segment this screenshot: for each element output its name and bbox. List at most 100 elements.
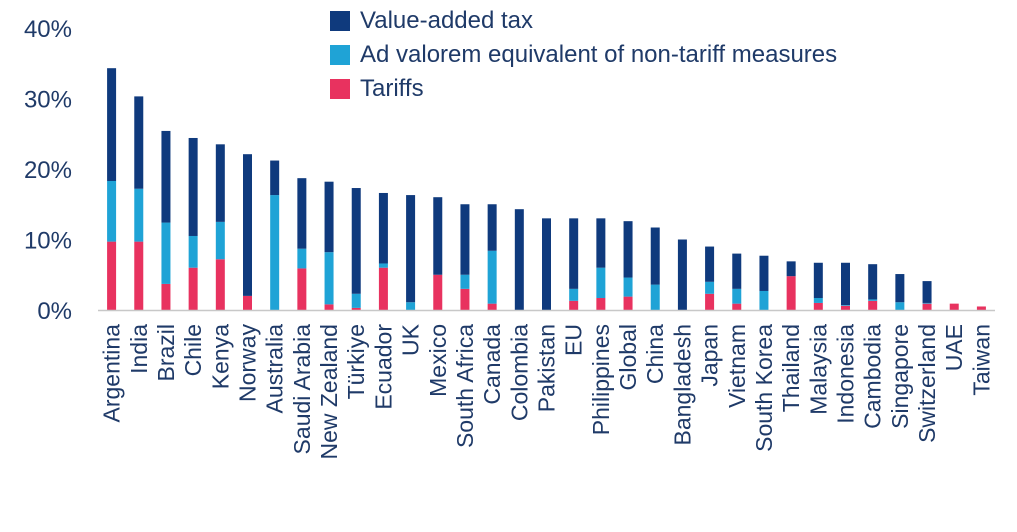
x-tick-label: Norway xyxy=(235,324,261,402)
x-tick-label: Canada xyxy=(479,324,505,405)
bars xyxy=(107,68,986,310)
bar-segment xyxy=(297,268,307,310)
bar-segment xyxy=(868,300,878,310)
y-tick-label: 10% xyxy=(24,228,72,255)
bar-segment xyxy=(732,303,742,310)
bar-segment xyxy=(813,298,823,303)
x-tick-label: Saudi Arabia xyxy=(289,324,315,455)
legend-item-ntm: Ad valorem equivalent of non-tariff meas… xyxy=(330,38,837,72)
bar-segment xyxy=(107,180,117,242)
x-tick-label: Global xyxy=(615,324,641,390)
bar-segment xyxy=(841,305,850,310)
bar-segment xyxy=(976,306,986,310)
bar-segment xyxy=(677,239,687,310)
bar-segment xyxy=(623,296,633,310)
x-tick-label: UK xyxy=(398,323,424,356)
bar-segment xyxy=(243,154,252,296)
bar-segment xyxy=(596,298,606,310)
bar-segment xyxy=(487,303,497,310)
bar-segment xyxy=(134,188,144,242)
x-tick-label: Vietnam xyxy=(724,324,750,408)
bar-segment xyxy=(786,276,796,310)
bar-segment xyxy=(297,248,307,269)
bar-segment xyxy=(922,281,932,303)
bar-segment xyxy=(895,302,905,310)
bar-segment xyxy=(297,178,307,249)
bar-segment xyxy=(569,288,579,301)
bar-segment xyxy=(161,283,171,310)
bar-segment xyxy=(922,302,932,304)
x-tick-label: South Korea xyxy=(751,324,777,452)
bar-segment xyxy=(460,274,470,289)
bar-segment xyxy=(351,293,361,308)
legend-label-tariffs: Tariffs xyxy=(360,75,424,102)
bar-segment xyxy=(705,293,715,310)
x-tick-label: Taiwan xyxy=(968,324,994,396)
bar-segment xyxy=(433,197,443,275)
x-axis-labels: Argentina India Brazil Chile Kenya Norway Aust… xyxy=(99,323,995,459)
bar-segment xyxy=(107,68,117,181)
x-tick-label: Kenya xyxy=(207,324,233,389)
bar-segment xyxy=(378,263,388,268)
bar-segment xyxy=(487,250,497,304)
bar-segment xyxy=(732,288,742,304)
x-tick-label: UAE xyxy=(941,324,967,371)
y-tick-label: 40% xyxy=(24,16,72,43)
x-tick-label: Türkiye xyxy=(343,324,369,399)
legend-swatch-tariffs xyxy=(330,79,350,99)
bar-segment xyxy=(378,267,388,310)
bar-segment xyxy=(569,218,579,289)
bar-segment xyxy=(351,188,361,294)
y-tick-label: 0% xyxy=(37,298,72,325)
bar-segment xyxy=(324,252,334,305)
bar-segment xyxy=(215,144,225,222)
x-tick-label: China xyxy=(642,324,668,384)
legend-item-vat: Value-added tax xyxy=(330,4,837,38)
bar-segment xyxy=(378,192,388,264)
bar-segment xyxy=(107,241,117,310)
legend-item-tariffs: Tariffs xyxy=(330,72,837,106)
x-tick-label: Mexico xyxy=(425,324,451,397)
legend-label-vat: Value-added tax xyxy=(360,7,534,34)
bar-segment xyxy=(650,227,660,285)
bar-segment xyxy=(188,235,198,268)
bar-segment xyxy=(215,221,225,260)
bar-segment xyxy=(841,262,850,306)
bar-segment xyxy=(732,253,742,289)
x-tick-label: India xyxy=(126,324,152,374)
legend-swatch-ntm xyxy=(330,45,350,65)
bar-segment xyxy=(786,261,796,277)
y-tick-label: 20% xyxy=(24,157,72,184)
x-tick-label: Colombia xyxy=(506,324,532,421)
bar-segment xyxy=(433,274,443,310)
bar-segment xyxy=(460,204,470,275)
x-tick-label: Malaysia xyxy=(805,324,831,415)
x-tick-label: Brazil xyxy=(153,324,179,382)
x-tick-label: Chile xyxy=(180,324,206,376)
bar-segment xyxy=(569,300,579,310)
bar-segment xyxy=(759,290,769,310)
bar-segment xyxy=(270,160,280,196)
bar-segment xyxy=(188,267,198,310)
bar-segment xyxy=(542,218,551,310)
bar-segment xyxy=(623,277,633,297)
bar-segment xyxy=(324,304,334,310)
bar-segment xyxy=(813,302,823,310)
bar-segment xyxy=(460,288,470,310)
bar-segment xyxy=(134,241,144,310)
bar-segment xyxy=(324,181,334,253)
x-tick-label: Argentina xyxy=(99,324,125,423)
x-tick-label: Ecuador xyxy=(370,324,396,410)
bar-segment xyxy=(841,305,850,306)
x-tick-label: Indonesia xyxy=(833,324,859,424)
bar-segment xyxy=(650,284,660,310)
bar-segment xyxy=(215,259,225,310)
bar-segment xyxy=(759,255,769,291)
bar-segment xyxy=(705,246,715,282)
x-tick-label: Cambodia xyxy=(860,324,886,429)
bar-segment xyxy=(895,274,905,303)
x-tick-label: Singapore xyxy=(887,324,913,429)
bar-segment xyxy=(487,204,497,251)
legend-label-ntm: Ad valorem equivalent of non-tariff meas… xyxy=(360,41,838,68)
